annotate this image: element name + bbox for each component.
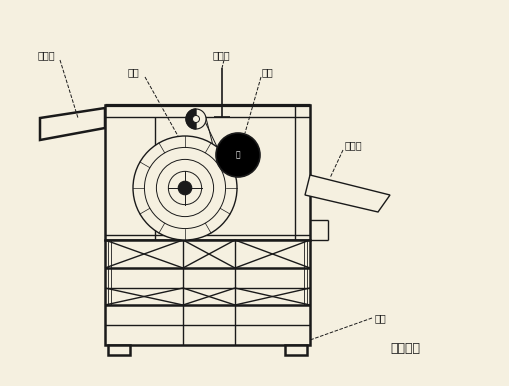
Polygon shape — [305, 175, 390, 212]
Circle shape — [216, 133, 260, 177]
Text: 轮筒: 轮筒 — [262, 67, 274, 77]
Polygon shape — [40, 108, 105, 140]
Text: 清水管: 清水管 — [213, 50, 231, 60]
Wedge shape — [186, 109, 196, 129]
Text: 磁鼓: 磁鼓 — [128, 67, 140, 77]
Circle shape — [178, 181, 192, 195]
Text: 乙: 乙 — [236, 151, 240, 159]
Text: 出矿口: 出矿口 — [345, 140, 362, 150]
Bar — [105, 105, 310, 240]
Text: 尾矿: 尾矿 — [375, 313, 387, 323]
Bar — [105, 240, 310, 345]
Bar — [108, 345, 130, 355]
Text: 顺流下选: 顺流下选 — [390, 342, 420, 354]
Circle shape — [192, 115, 200, 122]
Text: 送料口: 送料口 — [38, 50, 55, 60]
Circle shape — [133, 136, 237, 240]
Circle shape — [186, 109, 206, 129]
Bar — [285, 345, 307, 355]
